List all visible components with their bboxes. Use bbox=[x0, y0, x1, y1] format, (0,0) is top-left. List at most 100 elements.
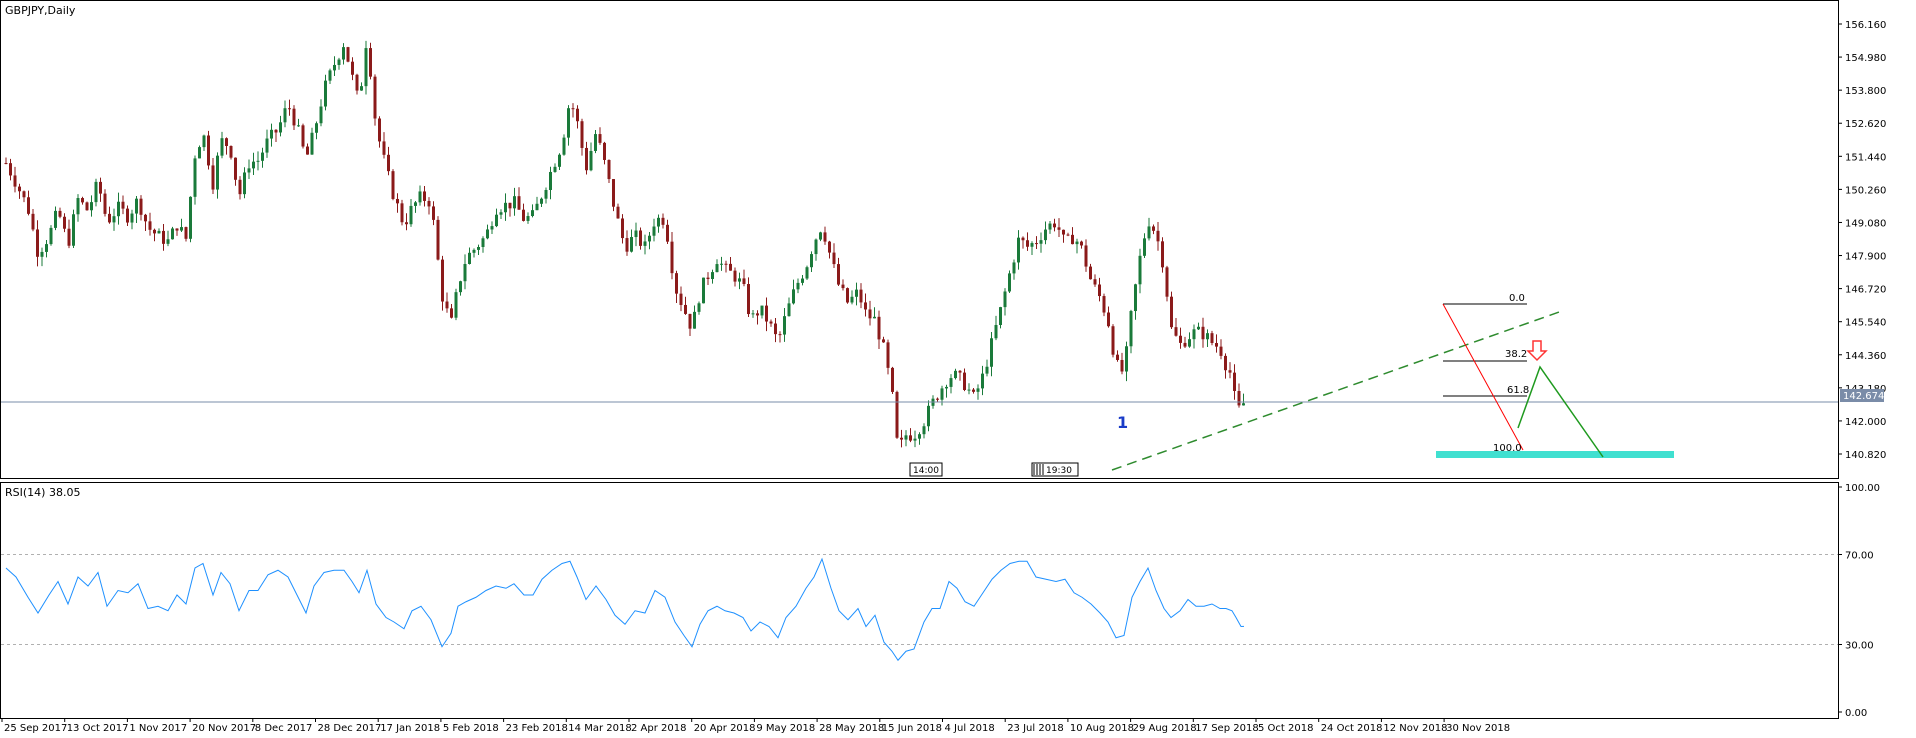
candle-body bbox=[1165, 267, 1169, 297]
candle-body bbox=[171, 228, 174, 240]
price-tick-label: 153.800 bbox=[1845, 86, 1886, 97]
fib-618-label: 61.8 bbox=[1507, 385, 1529, 396]
candle-body bbox=[9, 163, 12, 176]
candle-body bbox=[45, 244, 48, 252]
price-tick-label: 150.260 bbox=[1845, 185, 1886, 196]
price-tick-label: 147.900 bbox=[1845, 252, 1886, 263]
fib-0-label: 0.0 bbox=[1509, 293, 1525, 304]
time-tick-label: 17 Sep 2018 bbox=[1195, 723, 1258, 734]
candle-body bbox=[720, 263, 723, 265]
candle-body bbox=[639, 230, 642, 246]
candle-body bbox=[414, 202, 417, 206]
candle-body bbox=[355, 74, 359, 91]
candle-body bbox=[1129, 311, 1133, 347]
candle-body bbox=[360, 86, 363, 91]
candle-body bbox=[441, 259, 444, 302]
candle-body bbox=[846, 288, 849, 303]
time-marker-2[interactable]: 19:30 bbox=[1031, 462, 1079, 477]
candle-body bbox=[333, 64, 336, 71]
candle-body bbox=[706, 277, 710, 279]
rsi-tick-label: 100.00 bbox=[1845, 483, 1880, 494]
candle-body bbox=[981, 373, 984, 389]
candle-body bbox=[18, 186, 21, 192]
candle-body bbox=[234, 157, 237, 180]
candle-body bbox=[1125, 346, 1128, 372]
candlestick-series bbox=[4, 40, 1245, 448]
candle-body bbox=[76, 198, 80, 215]
candle-body bbox=[396, 198, 399, 204]
candle-body bbox=[1012, 262, 1016, 274]
candle-body bbox=[423, 191, 426, 201]
candle-body bbox=[306, 146, 309, 155]
candle-body bbox=[337, 59, 341, 65]
candle-body bbox=[589, 150, 593, 171]
time-tick-label: 1 Nov 2017 bbox=[129, 723, 187, 734]
candle-body bbox=[175, 228, 179, 231]
candle-body bbox=[486, 229, 489, 239]
candle-body bbox=[1152, 226, 1155, 231]
candle-body bbox=[405, 222, 408, 225]
time-tick-label: 17 Jan 2018 bbox=[380, 723, 440, 734]
candle-body bbox=[594, 134, 597, 151]
candle-body bbox=[301, 125, 305, 147]
candle-body bbox=[958, 370, 962, 373]
time-axis: 25 Sep 2017 13 Oct 2017 1 Nov 2017 20 Nov 2… bbox=[1, 718, 1510, 734]
candle-body bbox=[409, 205, 413, 225]
candle-body bbox=[1116, 354, 1119, 360]
candle-body bbox=[103, 193, 107, 214]
candle-body bbox=[63, 216, 66, 229]
candle-body bbox=[544, 189, 548, 199]
candle-body bbox=[58, 210, 62, 217]
wave-label: 1 bbox=[1117, 413, 1128, 432]
candle-body bbox=[1228, 370, 1232, 373]
candle-body bbox=[1107, 312, 1110, 327]
price-tick-label: 149.080 bbox=[1845, 218, 1886, 229]
candle-body bbox=[580, 121, 584, 148]
candle-body bbox=[1048, 223, 1052, 230]
time-tick-label: 4 Jul 2018 bbox=[945, 723, 995, 734]
candle-body bbox=[994, 325, 998, 339]
time-tick-label: 14 Mar 2018 bbox=[568, 723, 631, 734]
candle-body bbox=[1192, 329, 1196, 340]
candle-body bbox=[180, 227, 183, 231]
candle-body bbox=[625, 238, 629, 252]
candle-body bbox=[297, 125, 300, 127]
candle-body bbox=[877, 316, 881, 340]
candle-body bbox=[499, 212, 503, 215]
candle-body bbox=[724, 263, 728, 265]
time-marker-1[interactable]: 14:00 bbox=[909, 462, 943, 477]
candle-body bbox=[67, 228, 71, 246]
candle-body bbox=[274, 129, 278, 133]
candle-body bbox=[985, 366, 989, 374]
candle-body bbox=[769, 321, 773, 324]
rsi-tick-label: 30.00 bbox=[1845, 641, 1874, 652]
candle-body bbox=[1224, 355, 1227, 371]
candle-body bbox=[760, 305, 764, 316]
candle-body bbox=[657, 217, 660, 227]
candle-body bbox=[153, 229, 156, 234]
candle-body bbox=[1071, 234, 1074, 245]
candle-body bbox=[1021, 237, 1025, 241]
candle-body bbox=[949, 378, 953, 387]
candle-body bbox=[522, 209, 525, 221]
projection-path bbox=[1517, 365, 1604, 458]
candle-body bbox=[688, 313, 692, 329]
candle-body bbox=[36, 229, 39, 257]
candle-body bbox=[378, 118, 381, 142]
current-price-tag: 142.674 bbox=[1840, 389, 1884, 402]
time-tick-label: 28 Dec 2017 bbox=[318, 723, 382, 734]
candle-body bbox=[1242, 403, 1245, 406]
candle-body bbox=[652, 226, 656, 236]
candle-body bbox=[238, 179, 242, 195]
candle-body bbox=[1093, 279, 1097, 285]
candle-body bbox=[72, 214, 75, 246]
candle-body bbox=[661, 217, 665, 225]
candle-body bbox=[828, 241, 831, 253]
candle-body bbox=[666, 224, 669, 242]
candle-body bbox=[778, 334, 782, 336]
time-marker-1-label: 14:00 bbox=[913, 466, 939, 476]
candle-body bbox=[585, 147, 588, 171]
candle-body bbox=[1111, 326, 1115, 355]
